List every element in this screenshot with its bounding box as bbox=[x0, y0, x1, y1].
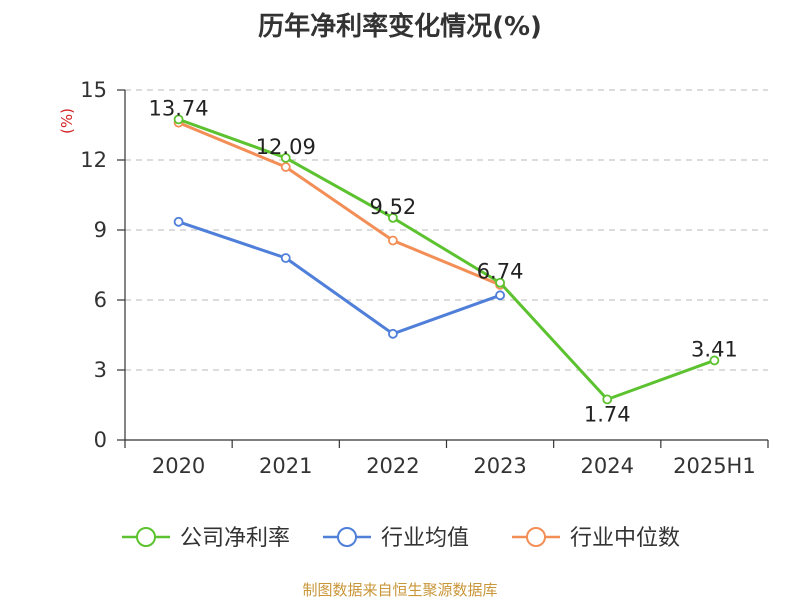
y-tick-label: 12 bbox=[80, 148, 107, 172]
data-source-note: 制图数据来自恒生聚源数据库 bbox=[302, 581, 498, 599]
legend-item: 行业均值 bbox=[323, 526, 469, 551]
data-point bbox=[388, 212, 398, 223]
y-tick-label: 0 bbox=[94, 428, 107, 452]
x-tick-label: 2025H1 bbox=[673, 454, 756, 478]
legend-label: 行业均值 bbox=[381, 526, 469, 551]
data-label: 1.74 bbox=[584, 402, 631, 426]
axes: 0 3 6 9 12 15 2020 2021 2022 2023 2024 2025H1 bbox=[80, 78, 769, 478]
legend-swatch-marker bbox=[136, 527, 156, 547]
y-tick-label: 6 bbox=[94, 288, 107, 312]
x-tick-label: 2022 bbox=[366, 454, 419, 478]
y-tick-label: 3 bbox=[94, 358, 107, 382]
legend-item: 行业中位数 bbox=[512, 526, 680, 551]
data-point bbox=[709, 355, 720, 366]
x-tick-label: 2020 bbox=[152, 454, 205, 478]
chart-title: 历年净利率变化情况(%) bbox=[258, 12, 542, 42]
data-point bbox=[173, 114, 184, 125]
legend-label: 公司净利率 bbox=[180, 526, 290, 551]
data-label: 9.52 bbox=[370, 195, 417, 219]
data-point bbox=[280, 162, 291, 172]
y-tick-label: 15 bbox=[80, 78, 107, 102]
legend-swatch-marker bbox=[526, 527, 546, 547]
series-line bbox=[178, 220, 501, 336]
x-tick-label: 2024 bbox=[581, 454, 634, 478]
data-label: 12.09 bbox=[256, 135, 316, 159]
series-line bbox=[178, 117, 715, 401]
data-point bbox=[388, 328, 398, 339]
data-label: 13.74 bbox=[149, 96, 209, 120]
legend-swatch-marker bbox=[337, 527, 357, 547]
legend: 公司净利率 行业均值 行业中位数 bbox=[122, 526, 680, 551]
data-point bbox=[280, 152, 291, 163]
series-line bbox=[178, 121, 501, 287]
data-point bbox=[388, 235, 398, 246]
legend-item: 公司净利率 bbox=[122, 526, 290, 551]
data-point bbox=[173, 216, 184, 227]
data-label: 6.74 bbox=[477, 260, 524, 284]
series-lines bbox=[173, 114, 720, 405]
legend-label: 行业中位数 bbox=[570, 526, 680, 551]
data-point bbox=[495, 277, 505, 288]
data-point bbox=[602, 394, 613, 405]
x-tick-label: 2021 bbox=[259, 454, 312, 478]
data-labels: 13.74 12.09 9.52 6.74 1.74 3.41 bbox=[149, 96, 738, 426]
data-point bbox=[495, 290, 505, 301]
x-tick-label: 2023 bbox=[473, 454, 526, 478]
y-tick-label: 9 bbox=[94, 218, 107, 242]
data-label: 3.41 bbox=[691, 337, 738, 361]
gridlines bbox=[125, 89, 768, 371]
data-point bbox=[280, 253, 291, 263]
